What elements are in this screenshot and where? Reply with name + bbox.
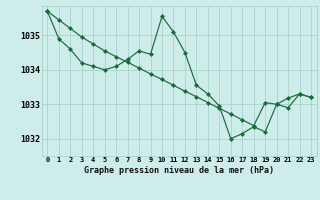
X-axis label: Graphe pression niveau de la mer (hPa): Graphe pression niveau de la mer (hPa) [84,166,274,175]
